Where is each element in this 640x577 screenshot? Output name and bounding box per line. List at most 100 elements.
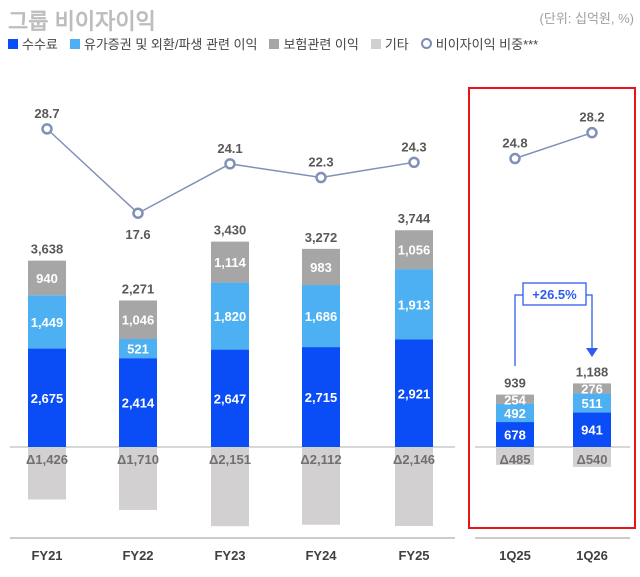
data-label: 521	[127, 342, 149, 357]
other-label: Δ2,146	[393, 452, 435, 467]
data-label: 2,921	[398, 386, 431, 401]
bar-fee	[211, 349, 249, 447]
total-label: 3,638	[31, 242, 64, 257]
x-tick-label: 1Q26	[576, 548, 608, 563]
ratio-point	[41, 123, 53, 135]
data-label: 1,056	[398, 243, 431, 258]
bar-securities	[395, 269, 433, 340]
x-tick-label: FY21	[31, 548, 62, 563]
arrow-head-icon	[586, 348, 598, 357]
bar-insurance	[28, 260, 66, 296]
bar-insurance	[302, 248, 340, 286]
ratio-label: 24.1	[217, 141, 242, 156]
x-tick-label: FY22	[122, 548, 153, 563]
legend-ratio: 비이자이익 비중***	[420, 34, 538, 53]
data-label: 1,686	[305, 309, 338, 324]
growth-connector	[514, 294, 525, 366]
data-label: 1,046	[122, 313, 155, 328]
bar-securities	[119, 338, 157, 359]
bar-other	[496, 447, 534, 465]
bar-other	[211, 447, 249, 527]
growth-connector	[586, 294, 593, 350]
ratio-point	[509, 152, 521, 165]
data-label: 2,715	[305, 390, 338, 405]
ratio-point	[132, 207, 144, 219]
data-label: 2,647	[214, 391, 247, 406]
bar-other	[28, 447, 66, 500]
unit-label: (단위: 십억원, %)	[539, 11, 634, 26]
data-label: 254	[504, 392, 526, 407]
ratio-label: 28.2	[579, 110, 604, 125]
growth-label: +26.5%	[532, 287, 577, 302]
total-label: 3,272	[305, 230, 338, 245]
bar-securities	[496, 403, 534, 423]
bar-fee	[496, 422, 534, 447]
bar-other	[573, 447, 611, 467]
other-label: Δ1,426	[26, 452, 68, 467]
x-tick-label: 1Q25	[499, 548, 531, 563]
data-label: 2,675	[31, 391, 64, 406]
bar-securities	[573, 393, 611, 413]
data-label: 983	[310, 260, 332, 275]
other-label: Δ2,151	[209, 452, 251, 467]
ratio-label: 28.7	[34, 106, 59, 121]
bar-fee	[395, 339, 433, 447]
ratio-point	[315, 171, 327, 184]
data-label: 2,414	[122, 396, 155, 411]
bar-fee	[119, 358, 157, 447]
total-label: 939	[504, 376, 526, 391]
legend-other: 기타	[370, 34, 409, 53]
other-label: Δ485	[499, 452, 530, 467]
bar-insurance	[573, 383, 611, 394]
data-label: 678	[504, 428, 526, 443]
bar-other	[119, 447, 157, 510]
growth-box	[522, 282, 587, 306]
bar-fee	[302, 347, 340, 447]
highlight-box	[468, 87, 636, 529]
data-label: 511	[582, 396, 603, 411]
x-tick-label: FY23	[214, 548, 245, 563]
legend-insurance: 보험관련 이익	[269, 34, 359, 53]
bar-securities	[28, 295, 66, 349]
ratio-point	[586, 126, 598, 139]
bar-other	[395, 447, 433, 526]
ratio-label: 24.8	[502, 136, 527, 151]
data-label: 940	[36, 271, 58, 286]
ratio-label: 22.3	[308, 155, 333, 170]
bar-insurance	[211, 241, 249, 283]
total-label: 1,188	[576, 364, 609, 379]
bar-fee	[28, 348, 66, 447]
bar-securities	[211, 282, 249, 350]
data-label: 1,114	[214, 255, 247, 270]
bar-other	[302, 447, 340, 525]
bar-insurance	[496, 394, 534, 404]
other-label: Δ540	[576, 452, 607, 467]
bar-insurance	[395, 230, 433, 270]
x-tick-label: FY24	[305, 548, 337, 563]
x-tick-label: FY25	[398, 548, 429, 563]
data-label: 1,913	[398, 297, 431, 312]
data-label: 276	[581, 381, 603, 396]
legend: 수수료 유가증권 및 외환/파생 관련 이익 보험관련 이익 기타 비이자이익 …	[8, 34, 538, 53]
other-label: Δ2,112	[300, 452, 341, 467]
total-label: 3,744	[398, 211, 431, 226]
data-label: 1,449	[31, 315, 64, 330]
ratio-line	[514, 131, 593, 160]
ratio-point	[224, 158, 236, 170]
ratio-point	[408, 156, 420, 169]
legend-securities: 유가증권 및 외환/파생 관련 이익	[69, 34, 257, 53]
ratio-label: 17.6	[125, 227, 150, 242]
ratio-label: 24.3	[401, 139, 426, 154]
data-label: 492	[504, 406, 526, 421]
total-label: 3,430	[214, 223, 247, 238]
legend-fee: 수수료	[8, 34, 58, 53]
bar-securities	[302, 285, 340, 348]
data-label: 941	[581, 423, 603, 438]
total-label: 2,271	[122, 281, 155, 296]
chart-title: 그룹 비이자이익	[8, 9, 156, 34]
data-label: 1,820	[214, 309, 247, 324]
other-label: Δ1,710	[117, 452, 159, 467]
bar-fee	[573, 412, 611, 447]
